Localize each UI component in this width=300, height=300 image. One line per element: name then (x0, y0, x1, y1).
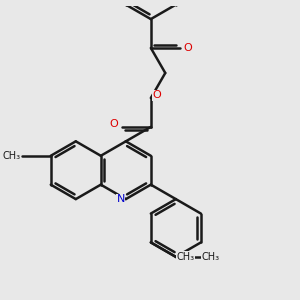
Text: O: O (183, 43, 192, 53)
Text: O: O (153, 90, 162, 100)
Text: O: O (110, 119, 118, 129)
Text: CH₃: CH₃ (176, 252, 194, 262)
Text: CH₃: CH₃ (201, 252, 219, 262)
Text: N: N (116, 194, 125, 204)
Text: CH₃: CH₃ (3, 151, 21, 161)
